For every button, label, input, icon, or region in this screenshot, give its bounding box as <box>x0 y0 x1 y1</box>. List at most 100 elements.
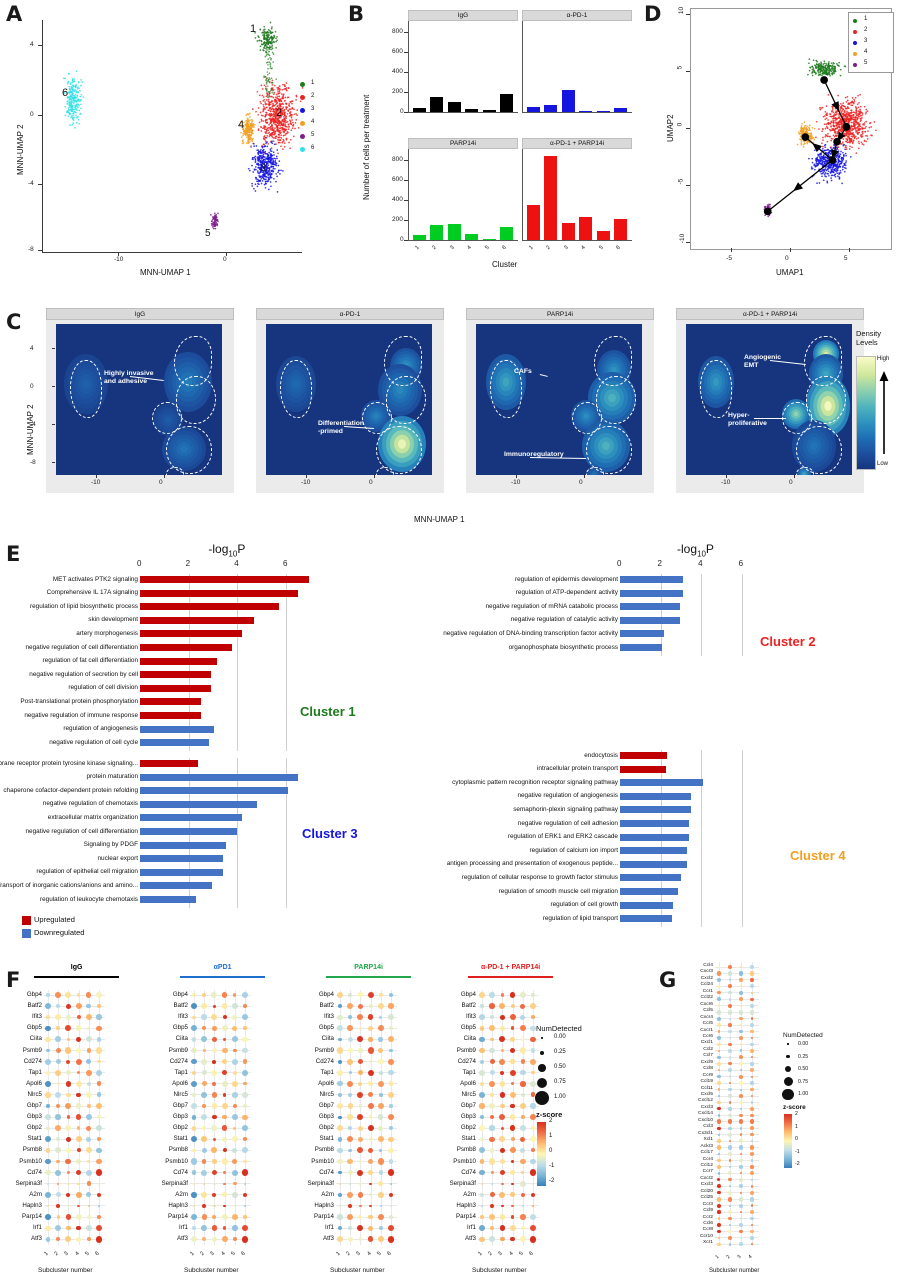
dotplot-dot <box>76 993 81 997</box>
panel-c-x-tick: -10 <box>721 479 731 486</box>
dotplot-dot <box>489 1059 495 1065</box>
dotplot-dot <box>739 985 743 988</box>
dotplot-dot <box>388 1136 394 1142</box>
dotplot-dot <box>45 1158 51 1165</box>
dotplot-gridline <box>715 1211 759 1213</box>
dotplot-gridline <box>715 1127 759 1129</box>
dotplot-dot <box>338 1115 342 1119</box>
gene-label: Gbp3 <box>460 1113 476 1121</box>
dotplot-dot <box>66 1092 71 1098</box>
panel-b-y-tick: 800 <box>392 156 403 163</box>
gene-label: Hapln3 <box>168 1201 188 1209</box>
dotplot-gridline <box>44 1027 106 1029</box>
dotplot-dot <box>86 1003 92 1009</box>
dotplot-dot <box>728 978 732 982</box>
treatment-header-rule-1 <box>180 976 266 978</box>
dotplot-dot <box>379 1204 382 1208</box>
dotplot-gridline <box>715 1018 759 1020</box>
dotplot-dot <box>95 1235 103 1243</box>
dotplot-dot <box>509 1125 516 1132</box>
dotplot-dot <box>369 1182 372 1185</box>
dotplot-dot <box>387 1114 395 1121</box>
dotplot-dot <box>221 1003 228 1009</box>
dotplot-dot <box>717 1229 721 1234</box>
dotplot-dot <box>75 1158 82 1165</box>
dotplot-dot <box>212 1137 216 1141</box>
dotplot-dot <box>45 1025 51 1031</box>
dotplot-dot <box>387 1225 395 1232</box>
dotplot-dot <box>65 1047 72 1054</box>
dotplot-dot <box>479 1026 485 1031</box>
dotplot-dot <box>728 1165 732 1169</box>
dotplot-dot <box>718 966 720 968</box>
dotplot-dot <box>500 1148 505 1153</box>
dotplot-dot <box>357 1169 364 1176</box>
dotplot-dot <box>86 1048 92 1053</box>
dotplot-dot <box>338 1204 342 1208</box>
dotplot-dot <box>190 1158 198 1165</box>
panel-b-bar <box>447 223 461 240</box>
dotplot-dot <box>717 1184 721 1189</box>
dotplot-dot <box>85 1014 92 1021</box>
panel-b-y-tick: 600 <box>392 48 403 55</box>
dotplot-dot <box>55 1147 62 1154</box>
dotplot-dot <box>728 1075 732 1079</box>
dotplot-dot <box>221 992 228 998</box>
panel-c-facet-strip-2: PARP14i <box>466 308 654 320</box>
pathway-label: semaphorin-plexin signaling pathway <box>513 806 618 813</box>
dotplot-dot <box>489 992 495 998</box>
dotplot-dot <box>728 1132 732 1137</box>
dotplot-dot <box>511 1215 515 1219</box>
dotplot-dot <box>46 1070 50 1075</box>
panel-a-x-tick-1: 0 <box>223 256 227 263</box>
gene-label: Psmb8 <box>456 1146 476 1154</box>
dotplot-dot <box>377 1058 384 1065</box>
subcluster-tick: 6 <box>240 1251 247 1258</box>
dotplot-dot <box>65 1069 72 1076</box>
subcluster-tick: 5 <box>518 1251 525 1258</box>
dotplot-dot <box>190 1080 198 1087</box>
panel-f-label: F <box>6 968 21 992</box>
panel-b-x-tick: 3 <box>563 244 570 252</box>
dotplot-dot <box>75 1003 82 1010</box>
panel-b-y-title: Number of cells per treatment <box>362 94 371 200</box>
dotplot-dot <box>357 1014 364 1021</box>
dotplot-dot <box>750 997 754 1001</box>
cluster-title: Cluster 2 <box>760 634 816 649</box>
dotplot-dot <box>499 1158 505 1165</box>
pathway-bar <box>140 828 238 835</box>
dotplot-dot <box>388 1147 394 1154</box>
dotplot-dot <box>509 1147 516 1154</box>
dotplot-dot <box>379 1015 383 1019</box>
dotplot-dot <box>739 1074 743 1079</box>
panel-d-scatter <box>763 58 877 218</box>
size-legend-dot <box>786 1054 790 1059</box>
dotplot-dot <box>739 965 743 969</box>
dotplot-dot <box>56 1026 60 1031</box>
pathway-bar <box>140 576 310 583</box>
dotplot-dot <box>221 1236 228 1243</box>
size-legend-label: 1.00 <box>554 1094 566 1100</box>
panel-c-facet-2: CAFs Immunoregulatory -10 0 <box>466 320 654 493</box>
pathway-label: Transport of inorganic cations/anions an… <box>0 882 138 889</box>
dotplot-dot <box>85 1036 92 1043</box>
gene-label: Nlrc5 <box>461 1090 476 1098</box>
dotplot-dot <box>511 1182 514 1185</box>
dotplot-dot <box>510 1236 515 1242</box>
panel-e-gridline <box>701 750 703 927</box>
dotplot-dot <box>489 1102 496 1110</box>
panel-b-facet-strip-2: PARP14i <box>408 138 518 149</box>
dotplot-dot <box>96 1025 102 1032</box>
dotplot-dot <box>717 1107 721 1111</box>
dotplot-dot <box>728 1210 732 1214</box>
dotplot-dot <box>377 1103 384 1109</box>
panel-b-label: B <box>348 2 365 26</box>
dotplot-dot <box>479 1236 485 1242</box>
dotplot-dot <box>530 1048 536 1053</box>
dotplot-dot <box>388 1192 394 1197</box>
dotplot-dot <box>717 1016 721 1021</box>
dotplot-dot <box>95 1125 103 1132</box>
dotplot-dot <box>358 1026 363 1030</box>
dotplot-dot <box>212 1159 217 1164</box>
dotplot-dot <box>378 1181 384 1187</box>
